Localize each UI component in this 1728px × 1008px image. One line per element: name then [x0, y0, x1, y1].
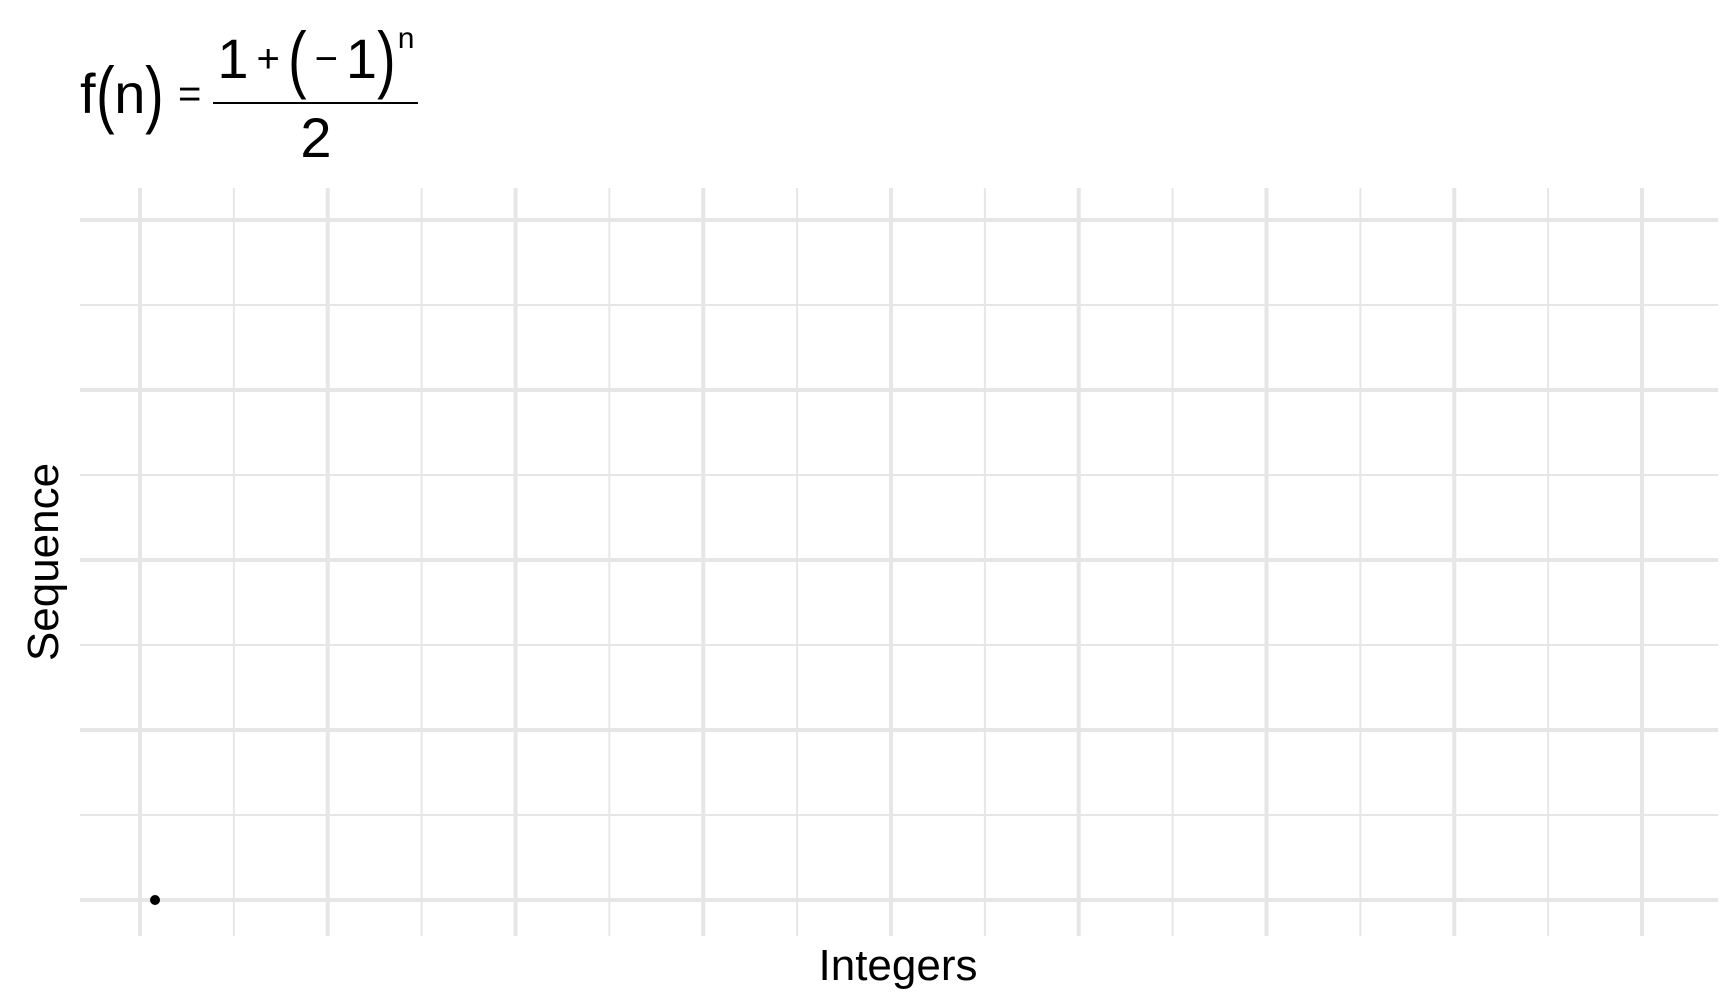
formula-equals: =	[178, 72, 202, 116]
formula-num-plus: +	[256, 37, 280, 81]
formula-num-one: 1	[217, 27, 249, 90]
formula-lhs: f ( n )	[80, 57, 164, 131]
formula-fraction-bar	[213, 102, 419, 104]
formula-numerator: 1 + ( − 1 ) n	[213, 22, 418, 102]
formula-variable: n	[114, 62, 146, 125]
formula-right-paren: )	[145, 52, 164, 135]
x-axis-label: Integers	[819, 941, 978, 990]
formula-left-paren: (	[95, 52, 115, 135]
data-point	[150, 895, 161, 905]
y-axis-label: Sequence	[19, 463, 68, 661]
formula-num-exponent: n	[397, 22, 415, 55]
formula-title: f ( n ) = 1 + ( − 1 ) n 2	[80, 22, 419, 169]
formula-function-name: f	[80, 62, 96, 125]
formula-denominator: 2	[300, 106, 332, 169]
data-points	[150, 895, 161, 905]
formula-num-left-paren: (	[287, 17, 307, 100]
formula-num-inner-one: 1	[345, 27, 378, 90]
formula-num-minus: −	[314, 37, 338, 81]
grid-major	[80, 188, 1718, 936]
formula-num-right-paren: )	[377, 17, 396, 100]
formula-fraction: 1 + ( − 1 ) n 2	[213, 22, 419, 169]
